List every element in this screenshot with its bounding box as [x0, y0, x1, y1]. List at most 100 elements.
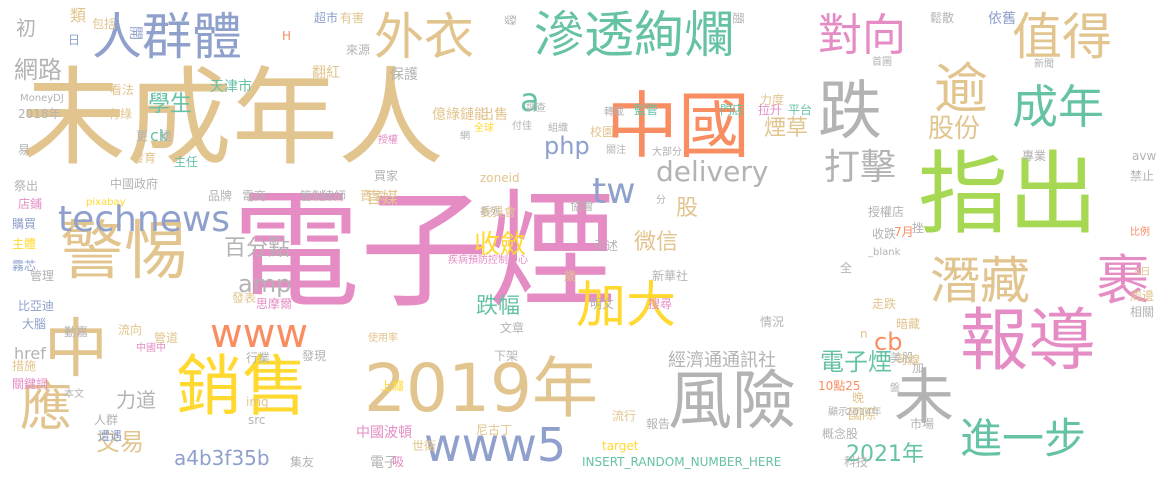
cloud-word: 發現: [302, 349, 327, 363]
cloud-word: 首圖: [872, 57, 892, 68]
cloud-word: 搜尋: [648, 297, 673, 311]
cloud-word: 人群體: [92, 8, 242, 66]
cloud-word: 人群: [94, 413, 119, 427]
cloud-word: 中國中: [136, 343, 166, 354]
cloud-word: img: [246, 395, 269, 409]
cloud-word: 美股: [890, 351, 915, 365]
cloud-word: 報導: [960, 302, 1097, 381]
cloud-word: 尼古丁: [476, 423, 513, 437]
cloud-word: 授權: [378, 135, 398, 146]
cloud-word: 新聞: [1034, 59, 1054, 70]
cloud-word: 電子: [370, 455, 398, 471]
cloud-word: 未: [894, 363, 954, 433]
cloud-word: 開: [127, 26, 143, 40]
cloud-word: 歲: [564, 269, 577, 283]
cloud-word: 相關: [1130, 305, 1155, 319]
cloud-word: 流行: [612, 409, 637, 423]
cloud-word: 可線: [896, 353, 921, 367]
cloud-word: 出售: [480, 107, 508, 123]
cloud-word: 股: [676, 196, 699, 221]
cloud-word: 題: [731, 12, 745, 25]
cloud-word: 晚: [852, 391, 865, 405]
cloud-word: 全球: [474, 123, 494, 134]
cloud-word: 校園: [590, 125, 615, 139]
cloud-word: 中國: [606, 84, 751, 168]
cloud-word: 措施: [12, 359, 37, 373]
cloud-word: 報告: [646, 417, 671, 431]
cloud-word: 拉升: [758, 103, 783, 117]
cloud-word: 協會: [570, 199, 595, 213]
cloud-word: 力度: [760, 93, 785, 107]
cloud-word: 易: [18, 143, 31, 157]
cloud-word: 逾: [934, 57, 988, 120]
cloud-word: 品牌: [208, 189, 233, 203]
cloud-word: 2021年: [846, 442, 924, 467]
cloud-word: 盤: [890, 383, 900, 394]
cloud-word: 轉載: [604, 107, 624, 118]
cloud-word: 付佳: [512, 121, 532, 132]
cloud-word: 關注: [606, 145, 626, 156]
cloud-word: 極: [160, 129, 173, 143]
cloud-word: 未成年人: [20, 57, 444, 180]
cloud-word: 律師: [322, 189, 347, 203]
cloud-word: amp: [238, 270, 292, 298]
cloud-word: tw: [592, 171, 636, 212]
cloud-word: 禁止: [1130, 169, 1155, 183]
cloud-word: cb: [874, 328, 903, 356]
cloud-word: 中國政府: [110, 177, 159, 191]
cloud-word: 初: [16, 16, 36, 40]
cloud-word: 門店: [720, 103, 745, 117]
cloud-word: 億綠鏈能: [432, 107, 488, 123]
cloud-word: 主體: [12, 237, 37, 251]
cloud-word: 電子煙: [820, 348, 892, 376]
cloud-word: 10點25: [818, 379, 861, 393]
cloud-word: 引述: [594, 239, 619, 253]
cloud-word: avw: [1132, 149, 1157, 163]
cloud-word: 暗藏: [896, 317, 921, 331]
cloud-word: 委員會: [480, 205, 517, 219]
cloud-word: n: [860, 327, 868, 341]
cloud-word: 4日: [1134, 267, 1151, 278]
cloud-word: 發育: [132, 151, 157, 165]
cloud-word: 分: [656, 195, 666, 206]
cloud-word: 加: [912, 361, 925, 375]
cloud-word: 保護: [390, 67, 418, 83]
cloud-word: 使用率: [368, 333, 398, 344]
cloud-word: www: [210, 311, 309, 357]
cloud-word: 管理: [30, 269, 55, 283]
cloud-word: 主任: [174, 155, 199, 169]
cloud-word: 電子煙: [232, 177, 617, 326]
cloud-word: 風險: [668, 365, 796, 439]
cloud-word: 來源: [346, 43, 371, 57]
cloud-word: 下架: [494, 349, 519, 363]
cloud-word: 打擊: [824, 147, 897, 188]
cloud-word: 周邊: [1130, 289, 1155, 303]
cloud-word: 日: [68, 33, 81, 47]
cloud-word: 授權店: [868, 205, 905, 219]
cloud-word: 警惕: [60, 215, 188, 289]
cloud-word: _blank: [868, 247, 901, 258]
cloud-word: 中國波頓: [356, 425, 412, 441]
cloud-word: 店鋪: [18, 197, 43, 211]
cloud-word: a4b3f35b: [174, 446, 270, 470]
cloud-word: 新華社: [652, 269, 689, 283]
cloud-word: 挫: [912, 221, 925, 235]
cloud-word: 依舊: [988, 11, 1016, 27]
cloud-word: 發表: [232, 291, 257, 305]
cloud-word: 微信: [634, 230, 679, 255]
cloud-word: 有害: [340, 11, 365, 25]
cloud-word: 值得: [1012, 8, 1112, 66]
cloud-word: target: [602, 439, 639, 453]
cloud-word: 對向: [818, 10, 906, 61]
cloud-word: 本文: [64, 389, 84, 400]
cloud-word: 電商: [242, 189, 267, 203]
cloud-word: 類: [70, 6, 87, 25]
cloud-word: 組織: [548, 123, 568, 134]
cloud-word: 官媒: [366, 188, 399, 207]
cloud-word: 情況: [760, 315, 785, 329]
cloud-word: 跌: [818, 75, 882, 149]
cloud-word: 流向: [118, 323, 143, 337]
cloud-word: 概念股: [822, 427, 859, 441]
cloud-word: 祭出: [14, 179, 39, 193]
cloud-word: www5: [424, 418, 567, 472]
